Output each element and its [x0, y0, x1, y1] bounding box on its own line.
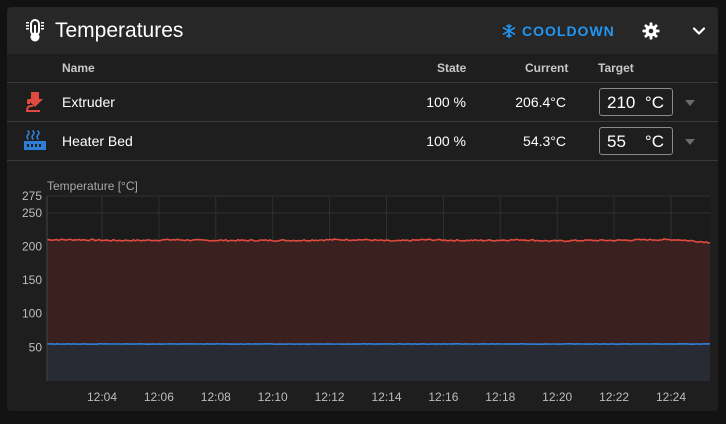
y-tick-label: 150: [22, 273, 42, 287]
target-temp-unit: °C: [644, 132, 664, 151]
target-temp-input[interactable]: 55 °C: [599, 127, 673, 155]
table-divider: [7, 121, 718, 122]
y-tick-label: 50: [29, 340, 43, 354]
target-temp-unit: °C: [644, 93, 664, 112]
y-tick-label: 200: [22, 239, 42, 253]
caret-down-icon[interactable]: [685, 100, 695, 106]
x-tick-label: 12:08: [201, 390, 231, 404]
table-divider: [7, 160, 718, 161]
x-tick-label: 12:04: [87, 390, 117, 404]
column-header-state: State: [437, 61, 467, 75]
cooldown-label: COOLDOWN: [522, 23, 615, 39]
heater-current-temp: 206.4°C: [515, 94, 566, 110]
heater-bed-icon: [24, 130, 46, 150]
chevron-down-icon[interactable]: [691, 23, 707, 39]
x-tick-label: 12:12: [315, 390, 345, 404]
heater-name: Heater Bed: [62, 133, 133, 149]
x-tick-label: 12:18: [485, 390, 515, 404]
heater-state: 100 %: [426, 94, 466, 110]
heater-state: 100 %: [426, 133, 466, 149]
y-tick-label: 250: [22, 206, 42, 220]
card-header: Temperatures COOLDOWN: [7, 7, 718, 54]
target-temp-value: 55: [607, 132, 626, 151]
x-tick-label: 12:22: [599, 390, 629, 404]
x-tick-label: 12:16: [428, 390, 458, 404]
snowflake-icon: [502, 24, 516, 38]
target-temp-value: 210: [607, 93, 636, 112]
y-tick-label: 275: [22, 189, 42, 203]
cooldown-button[interactable]: COOLDOWN: [502, 21, 615, 41]
card-title: Temperatures: [55, 19, 184, 42]
thermometer-icon: [26, 19, 44, 42]
column-header-current: Current: [525, 61, 569, 75]
heater-bed-area: [47, 343, 710, 381]
heater-current-temp: 54.3°C: [523, 133, 566, 149]
extruder-series-line: [46, 238, 711, 244]
table-divider: [7, 82, 718, 83]
temperature-chart: Temperature [°C] 50 100 150 200 250 275 12:04 12…: [22, 179, 711, 404]
x-tick-label: 12:14: [371, 390, 401, 404]
extruder-icon: [26, 92, 43, 112]
y-axis-label: Temperature [°C]: [47, 179, 138, 193]
gear-icon[interactable]: [642, 22, 660, 40]
heater-name: Extruder: [62, 94, 115, 110]
caret-down-icon[interactable]: [685, 139, 695, 145]
temperatures-card: Temperatures COOLDOWN: [7, 7, 718, 411]
x-tick-label: 12:10: [258, 390, 288, 404]
target-temp-input[interactable]: 210 °C: [599, 88, 673, 116]
x-tick-label: 12:06: [144, 390, 174, 404]
column-header-target: Target: [598, 61, 634, 75]
x-tick-label: 12:24: [656, 390, 686, 404]
column-header-name: Name: [62, 61, 95, 75]
x-tick-label: 12:20: [542, 390, 572, 404]
y-tick-label: 100: [22, 307, 42, 321]
